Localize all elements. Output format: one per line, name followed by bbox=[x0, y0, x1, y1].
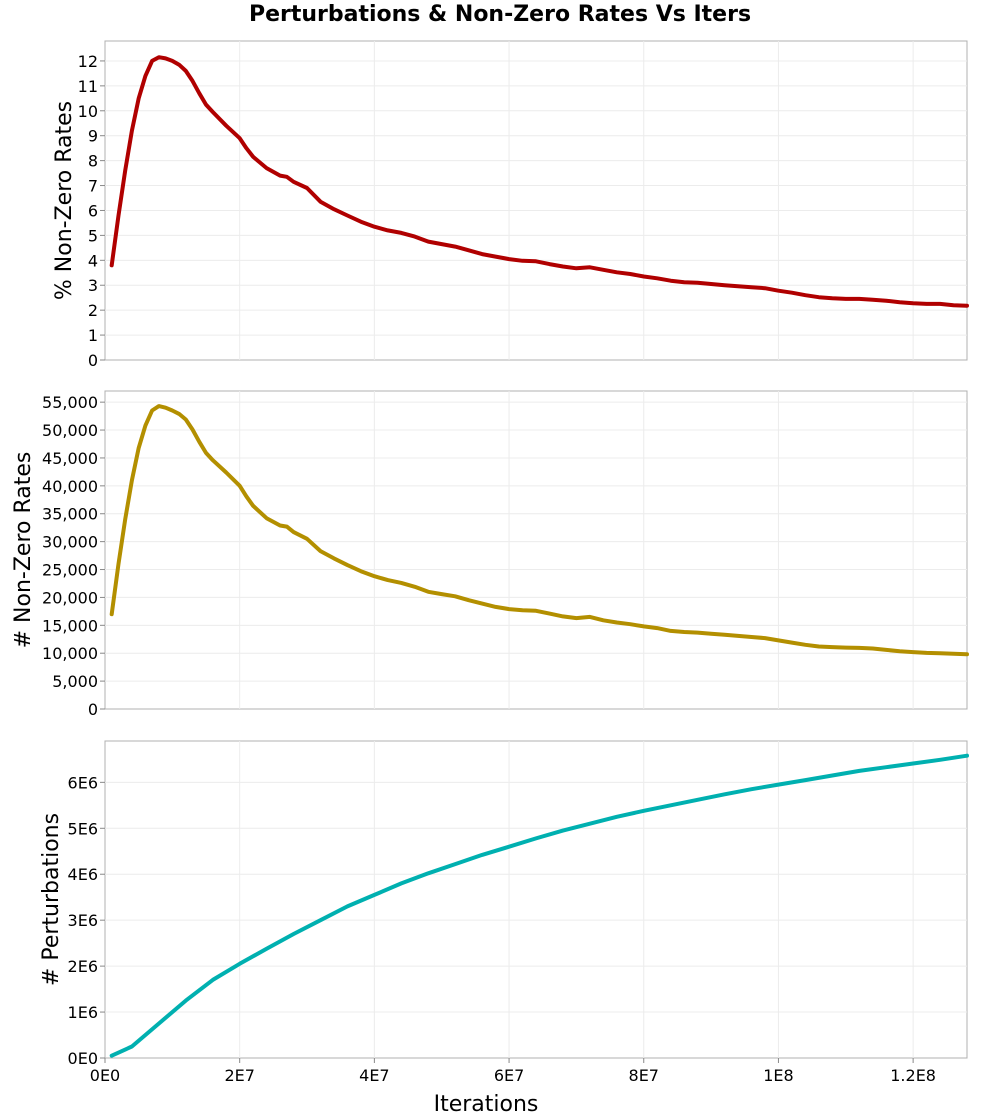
plot-frame-perturb bbox=[104, 740, 968, 1059]
plot-frame-count bbox=[104, 390, 968, 710]
x-axis-label: Iterations bbox=[434, 1092, 539, 1117]
x-tick-label: 2E7 bbox=[224, 1066, 254, 1085]
y-tick-label-count: 10,000 bbox=[42, 644, 98, 663]
y-tick-label-count: 20,000 bbox=[42, 588, 98, 607]
y-axis-label-count: # Non-Zero Rates bbox=[11, 452, 36, 649]
y-tick-label-pct: 11 bbox=[78, 77, 98, 96]
y-tick-label-perturb: 6E6 bbox=[68, 773, 98, 792]
x-tick-label: 4E7 bbox=[359, 1066, 389, 1085]
y-tick-label-pct: 4 bbox=[88, 251, 98, 270]
y-tick-label-count: 35,000 bbox=[42, 505, 98, 524]
y-tick-label-perturb: 2E6 bbox=[68, 957, 98, 976]
y-tick-label-count: 50,000 bbox=[42, 421, 98, 440]
y-tick-label-perturb: 0E0 bbox=[68, 1049, 98, 1068]
x-tick-label: 8E7 bbox=[629, 1066, 659, 1085]
y-tick-label-count: 25,000 bbox=[42, 561, 98, 580]
series-line-count bbox=[109, 404, 969, 657]
y-tick-label-perturb: 5E6 bbox=[68, 819, 98, 838]
x-tick-label: 1E8 bbox=[763, 1066, 793, 1085]
series-line-perturb bbox=[109, 753, 969, 1058]
y-tick-label-pct: 0 bbox=[88, 351, 98, 370]
x-tick-label: 6E7 bbox=[494, 1066, 524, 1085]
y-tick-label-perturb: 1E6 bbox=[68, 1003, 98, 1022]
y-tick-label-count: 15,000 bbox=[42, 616, 98, 635]
y-tick-label-count: 0 bbox=[88, 700, 98, 719]
y-tick-label-count: 55,000 bbox=[42, 393, 98, 412]
y-tick-label-count: 30,000 bbox=[42, 533, 98, 552]
y-tick-label-pct: 12 bbox=[78, 52, 98, 71]
y-tick-label-count: 45,000 bbox=[42, 449, 98, 468]
y-tick-label-pct: 2 bbox=[88, 301, 98, 320]
x-tick-label: 1.2E8 bbox=[890, 1066, 936, 1085]
series-line-pct bbox=[109, 55, 969, 308]
y-tick-label-perturb: 4E6 bbox=[68, 865, 98, 884]
y-tick-label-pct: 7 bbox=[88, 177, 98, 196]
y-axis-label-pct: % Non-Zero Rates bbox=[52, 101, 77, 300]
y-axis-label-perturb: # Perturbations bbox=[39, 813, 64, 986]
y-tick-label-count: 40,000 bbox=[42, 477, 98, 496]
y-tick-label-pct: 10 bbox=[78, 102, 98, 121]
y-tick-label-count: 5,000 bbox=[52, 672, 98, 691]
y-tick-label-perturb: 3E6 bbox=[68, 911, 98, 930]
y-tick-label-pct: 9 bbox=[88, 127, 98, 146]
y-tick-label-pct: 5 bbox=[88, 226, 98, 245]
plot-frame-pct bbox=[104, 40, 968, 361]
x-tick-label: 0E0 bbox=[90, 1066, 120, 1085]
y-tick-label-pct: 3 bbox=[88, 276, 98, 295]
y-tick-label-pct: 8 bbox=[88, 152, 98, 171]
y-tick-label-pct: 6 bbox=[88, 201, 98, 220]
chart-title: Perturbations & Non-Zero Rates Vs Iters bbox=[248, 2, 752, 27]
y-tick-label-pct: 1 bbox=[88, 326, 98, 345]
